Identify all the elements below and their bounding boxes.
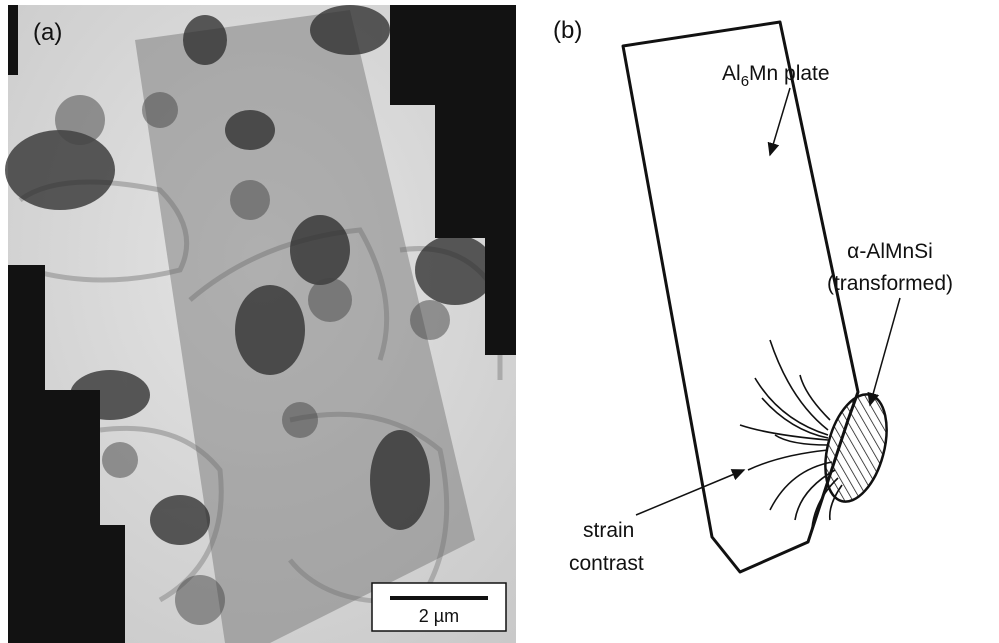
- figure: 2 µm (a) (b) Al6Mn plate α-AlMnSi (trans…: [0, 0, 999, 643]
- sketch: (b) Al6Mn plate α-AlMnSi (transformed) s…: [553, 17, 953, 575]
- phase-label: (transformed): [827, 272, 953, 295]
- panel-label: (a): [33, 19, 62, 46]
- plate-label: Al6Mn plate: [722, 62, 830, 90]
- scale-bar-label: 2 µm: [419, 606, 459, 626]
- page: {"panel_a": {"label": "(a)", "scale_bar"…: [0, 0, 999, 643]
- plate-label-rest: Mn plate: [749, 62, 830, 85]
- phase-label: α-AlMnSi: [847, 240, 933, 263]
- panel-label: (b): [553, 17, 582, 44]
- strain-label: strain: [583, 519, 634, 542]
- plate-label-sub: 6: [741, 73, 749, 90]
- strain-label: contrast: [569, 552, 644, 575]
- micrograph: 2 µm (a): [5, 5, 516, 643]
- plate-label-base: Al: [722, 62, 741, 85]
